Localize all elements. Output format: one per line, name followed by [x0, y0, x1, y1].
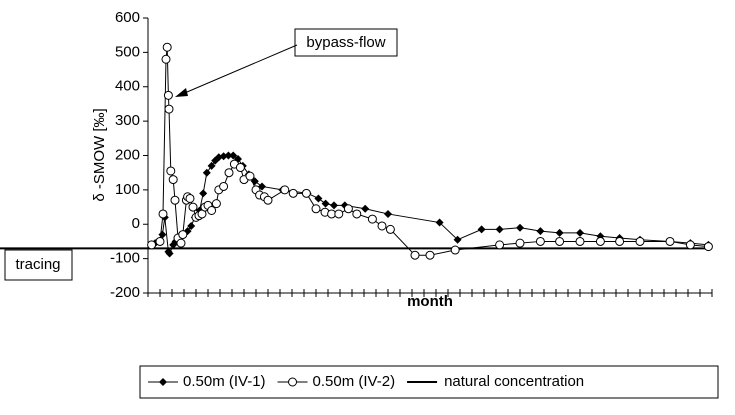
y-axis-label: δ -SMOW [‰] — [91, 108, 108, 201]
marker — [495, 225, 504, 234]
legend-label: 0.50m (IV-2) — [313, 373, 396, 390]
marker — [343, 204, 353, 214]
marker — [219, 181, 229, 191]
marker — [635, 236, 645, 246]
marker — [165, 249, 174, 258]
marker — [163, 90, 173, 100]
y-tick-label: 300 — [115, 112, 140, 129]
marker — [187, 221, 196, 230]
arrow-head — [175, 88, 188, 97]
marker — [377, 221, 387, 231]
marker — [188, 202, 198, 212]
marker — [495, 240, 505, 250]
marker — [211, 199, 221, 209]
marker — [352, 209, 362, 219]
marker — [263, 195, 273, 205]
marker — [367, 214, 377, 224]
marker — [384, 209, 392, 218]
marker — [185, 193, 195, 203]
marker — [385, 224, 395, 234]
marker — [410, 250, 420, 260]
marker — [535, 236, 545, 246]
marker — [159, 378, 167, 386]
marker — [164, 104, 174, 114]
legend-label: 0.50m (IV-1) — [183, 373, 266, 390]
annotation-arrow — [179, 44, 298, 96]
marker — [516, 223, 524, 232]
marker — [555, 236, 565, 246]
marker — [147, 240, 157, 250]
marker — [168, 175, 178, 185]
y-tick-label: -200 — [110, 284, 140, 301]
marker — [176, 238, 186, 248]
marker — [435, 218, 444, 227]
marker — [245, 171, 255, 181]
marker — [555, 228, 564, 237]
series-line — [151, 47, 709, 256]
marker — [450, 245, 460, 255]
annotation: tracing — [15, 256, 60, 273]
marker — [536, 227, 545, 236]
marker — [685, 240, 695, 250]
marker — [314, 194, 323, 203]
marker — [330, 201, 338, 210]
marker — [162, 42, 172, 52]
y-tick-label: 500 — [115, 43, 140, 60]
marker — [155, 236, 165, 246]
marker — [311, 204, 321, 214]
marker — [166, 166, 176, 176]
y-tick-label: -100 — [110, 250, 140, 267]
marker — [288, 188, 298, 198]
marker — [178, 230, 188, 240]
marker — [361, 204, 370, 213]
marker — [453, 235, 462, 244]
annotation: bypass-flow — [306, 34, 385, 51]
marker — [158, 209, 168, 219]
y-tick-label: 600 — [115, 9, 140, 26]
annotation-box — [4, 249, 73, 281]
marker — [235, 163, 245, 173]
y-tick-label: 0 — [132, 215, 140, 232]
legend-label: natural concentration — [444, 373, 584, 390]
marker — [288, 377, 298, 387]
marker — [477, 225, 486, 234]
marker — [334, 209, 344, 219]
marker — [170, 195, 180, 205]
marker — [665, 236, 675, 246]
marker — [219, 152, 228, 161]
marker — [576, 228, 584, 237]
y-tick-label: 200 — [115, 146, 140, 163]
marker — [321, 199, 330, 208]
marker — [224, 151, 233, 160]
marker — [224, 168, 234, 178]
marker — [161, 54, 171, 64]
marker — [575, 236, 585, 246]
marker — [229, 151, 238, 160]
annotation-box — [294, 28, 398, 57]
y-tick-label: 100 — [115, 181, 140, 198]
marker — [202, 168, 211, 177]
marker — [615, 236, 625, 246]
y-tick-label: 400 — [115, 78, 140, 95]
marker — [703, 242, 713, 252]
marker — [207, 206, 217, 215]
x-axis-label: month — [407, 293, 453, 310]
marker — [595, 236, 605, 246]
marker — [280, 185, 290, 195]
marker — [425, 250, 435, 260]
marker — [515, 238, 525, 248]
marker — [207, 161, 216, 170]
marker — [199, 189, 208, 198]
marker — [301, 188, 311, 198]
